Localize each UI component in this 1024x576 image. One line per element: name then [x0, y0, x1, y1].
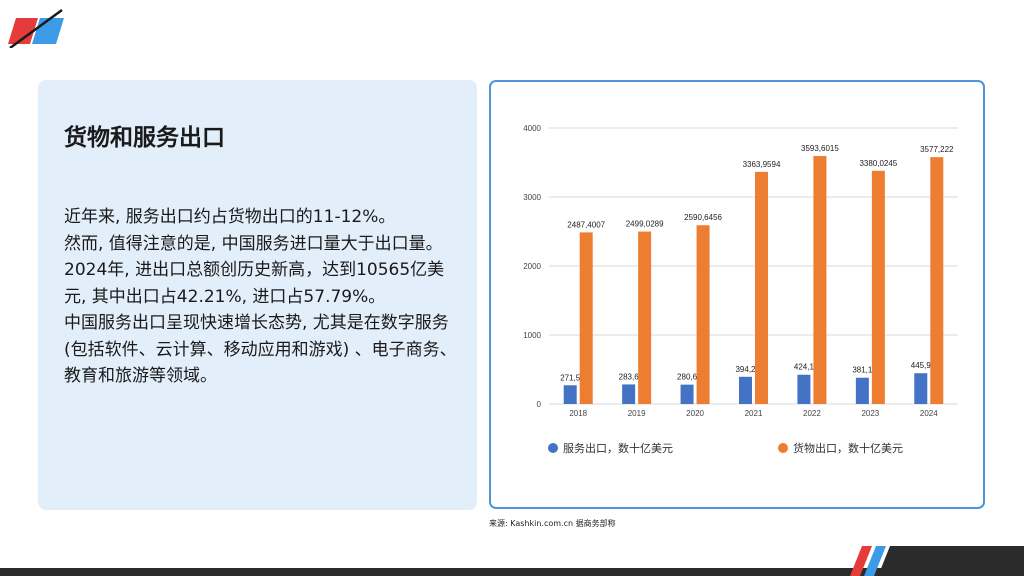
goods-data-label: 3363,9594	[743, 160, 781, 169]
x-tick-label: 2022	[803, 409, 821, 418]
services-data-label: 280,6	[677, 373, 698, 382]
services-bar	[563, 385, 577, 404]
x-tick-label: 2018	[569, 409, 587, 418]
panel-body: 近年来, 服务出口约占货物出口的11-12%。 然而, 值得注意的是, 中国服务…	[64, 204, 464, 390]
services-data-label: 445,9	[911, 361, 932, 370]
goods-bar	[696, 225, 710, 404]
x-tick-label: 2023	[861, 409, 879, 418]
services-data-label: 283,6	[619, 372, 640, 381]
bottom-bar	[0, 568, 1024, 576]
services-bar	[914, 373, 928, 404]
goods-bar	[930, 157, 944, 404]
services-data-label: 394,2	[735, 365, 756, 374]
source-note: 来源: Kashkin.com.cn 据商务部称	[489, 519, 616, 528]
goods-bar	[871, 170, 885, 404]
x-tick-label: 2020	[686, 409, 704, 418]
services-bar	[622, 384, 636, 404]
goods-data-label: 2487,4007	[567, 220, 605, 229]
goods-bar	[579, 232, 593, 404]
y-tick-label: 3000	[523, 193, 541, 202]
brand-logo	[8, 8, 64, 48]
y-tick-label: 0	[537, 400, 542, 409]
goods-bar	[813, 156, 827, 404]
paragraph-share: 近年来, 服务出口约占货物出口的11-12%。	[64, 207, 396, 227]
goods-legend-marker	[778, 443, 788, 453]
y-tick-label: 4000	[523, 124, 541, 133]
chart-panel: 0 1000 2000 3000 4000 271,5 2487,4007 2018 283,6…	[489, 80, 985, 509]
goods-data-label: 3380,0245	[859, 159, 897, 168]
goods-data-label: 3577,222	[920, 145, 954, 154]
x-tick-label: 2021	[745, 409, 763, 418]
services-bar	[680, 384, 694, 404]
panel-title: 货物和服务出口	[64, 125, 225, 151]
goods-data-label: 2590,6456	[684, 213, 722, 222]
services-bar	[739, 376, 752, 404]
goods-legend-label: 货物出口，数十亿美元	[793, 441, 903, 455]
goods-bar	[755, 171, 768, 404]
services-data-label: 424,1	[794, 363, 815, 372]
goods-data-label: 3593,6015	[801, 144, 839, 153]
y-tick-label: 1000	[523, 331, 541, 340]
services-bar	[797, 374, 811, 404]
paragraph-imports: 然而, 值得注意的是, 中国服务进口量大于出口量。2024年, 进出口总额创历史…	[64, 233, 445, 307]
text-panel: 货物和服务出口 近年来, 服务出口约占货物出口的11-12%。 然而, 值得注意…	[38, 80, 477, 510]
goods-data-label: 2499,0289	[626, 220, 664, 229]
export-bar-chart: 0 1000 2000 3000 4000 271,5 2487,4007 2018 283,6…	[523, 124, 958, 455]
services-legend-label: 服务出口，数十亿美元	[563, 441, 673, 455]
services-bar	[855, 377, 869, 404]
corner-decoration	[850, 546, 1024, 576]
y-tick-label: 2000	[523, 262, 541, 271]
paragraph-growth: 中国服务出口呈现快速增长态势, 尤其是在数字服务 (包括软件、云计算、移动应用和…	[64, 313, 457, 386]
goods-bar	[638, 231, 652, 404]
x-tick-label: 2024	[920, 409, 938, 418]
services-legend-marker	[548, 443, 558, 453]
services-data-label: 381,1	[852, 366, 873, 375]
services-data-label: 271,5	[560, 373, 581, 382]
x-tick-label: 2019	[628, 409, 646, 418]
